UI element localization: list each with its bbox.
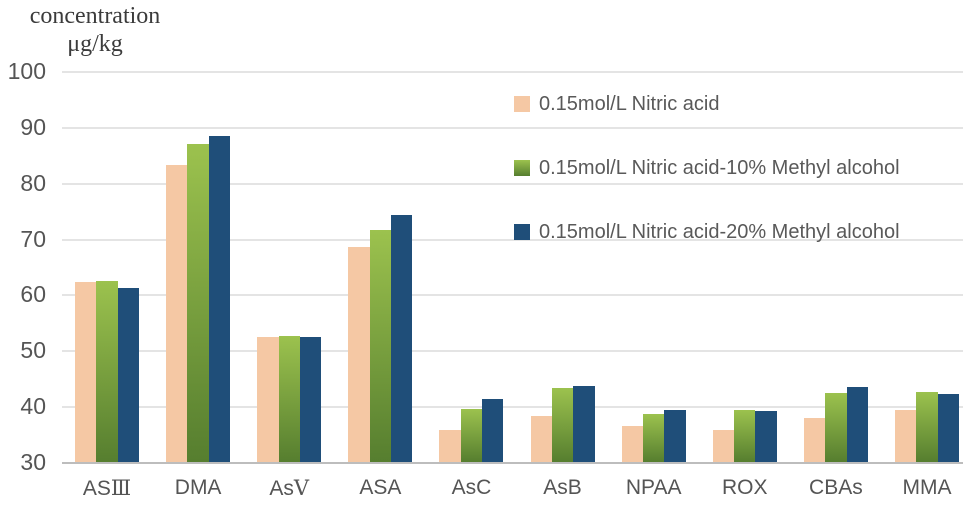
gridline bbox=[62, 406, 963, 409]
plot-area: ASⅢ DMA AsⅤ ASA AsC AsB NPAA ROX CBAs MMA bbox=[62, 71, 963, 500]
bar bbox=[299, 336, 322, 462]
bar-group: AsB bbox=[530, 71, 595, 499]
bar bbox=[894, 410, 917, 462]
bar bbox=[530, 415, 552, 462]
gridline bbox=[62, 126, 963, 129]
bar bbox=[937, 393, 959, 462]
category-label: ASⅢ bbox=[82, 476, 132, 500]
category-label: AsⅤ bbox=[269, 476, 310, 500]
bar-group: MMA bbox=[894, 71, 959, 499]
y-axis-title-line1: concentration bbox=[29, 3, 161, 29]
bar bbox=[187, 143, 209, 462]
category-label: ROX bbox=[722, 476, 768, 499]
bar bbox=[75, 281, 97, 462]
bar bbox=[369, 230, 391, 462]
y-tick-labels: 100 90 80 70 60 50 40 30 bbox=[0, 58, 50, 475]
bar-group: DMA bbox=[166, 71, 231, 499]
legend-item-nitric-acid-20-methyl: 0.15mol/L Nitric acid-20% Methyl alcohol bbox=[514, 220, 900, 243]
bar bbox=[664, 410, 686, 462]
legend-item-nitric-acid: 0.15mol/L Nitric acid bbox=[514, 92, 720, 115]
bar-groups: ASⅢ DMA AsⅤ ASA AsC AsB NPAA ROX CBAs MMA bbox=[75, 71, 959, 500]
bar bbox=[390, 214, 413, 462]
gridline bbox=[62, 238, 963, 241]
bar-group: AsC bbox=[439, 71, 504, 499]
gridline bbox=[62, 182, 963, 185]
bar bbox=[825, 393, 847, 462]
gridline bbox=[62, 350, 963, 353]
y-axis-title: concentration μg/kg bbox=[20, 2, 170, 58]
bar bbox=[712, 430, 735, 462]
bar-group: ROX bbox=[712, 71, 777, 499]
y-tick-label: 50 bbox=[20, 337, 46, 364]
bar-group: CBAs bbox=[803, 71, 868, 499]
gridline bbox=[62, 71, 963, 73]
bar-group: NPAA bbox=[621, 71, 686, 499]
bar bbox=[621, 426, 643, 462]
y-tick-label: 70 bbox=[20, 225, 46, 252]
y-axis-title-line2: μg/kg bbox=[67, 31, 123, 57]
bar bbox=[642, 414, 665, 462]
bar bbox=[96, 280, 118, 462]
legend-item-nitric-acid-10-methyl: 0.15mol/L Nitric acid-10% Methyl alcohol bbox=[514, 156, 900, 179]
category-label: AsC bbox=[451, 476, 492, 499]
bar bbox=[482, 399, 504, 462]
y-tick-label: 90 bbox=[20, 113, 46, 140]
bar bbox=[208, 135, 231, 462]
legend-label: 0.15mol/L Nitric acid-10% Methyl alcohol bbox=[539, 156, 900, 179]
legend-label: 0.15mol/L Nitric acid-20% Methyl alcohol bbox=[539, 220, 900, 243]
legend-label: 0.15mol/L Nitric acid bbox=[539, 92, 720, 115]
bar-group: AsⅤ bbox=[257, 71, 322, 500]
y-tick-label: 60 bbox=[20, 281, 46, 308]
y-tick-label: 80 bbox=[20, 169, 46, 196]
category-label: NPAA bbox=[625, 476, 682, 499]
gridline bbox=[62, 294, 963, 297]
bar bbox=[916, 391, 938, 462]
legend-swatch-peach bbox=[514, 96, 530, 112]
bar bbox=[734, 409, 756, 462]
bar bbox=[278, 335, 300, 462]
category-label: MMA bbox=[902, 476, 952, 499]
category-label: ASA bbox=[359, 476, 402, 499]
bar bbox=[573, 386, 595, 462]
bar bbox=[439, 430, 461, 462]
bar bbox=[803, 418, 826, 462]
category-label: DMA bbox=[174, 476, 222, 499]
y-tick-label: 100 bbox=[7, 58, 46, 84]
bar bbox=[846, 386, 868, 462]
legend-swatch-blue bbox=[514, 224, 530, 240]
bar-group: ASⅢ bbox=[75, 71, 139, 500]
bar bbox=[755, 411, 777, 462]
bar bbox=[257, 337, 279, 462]
bar bbox=[551, 387, 574, 462]
bar bbox=[460, 408, 483, 462]
category-label: AsB bbox=[543, 476, 582, 499]
legend-swatch-green bbox=[514, 160, 530, 176]
y-tick-label: 30 bbox=[20, 449, 46, 475]
bar bbox=[348, 246, 370, 462]
bar bbox=[117, 287, 139, 462]
bar-group: ASA bbox=[348, 71, 413, 499]
bar bbox=[166, 164, 188, 462]
y-tick-label: 40 bbox=[20, 393, 46, 420]
category-label: CBAs bbox=[809, 476, 863, 499]
